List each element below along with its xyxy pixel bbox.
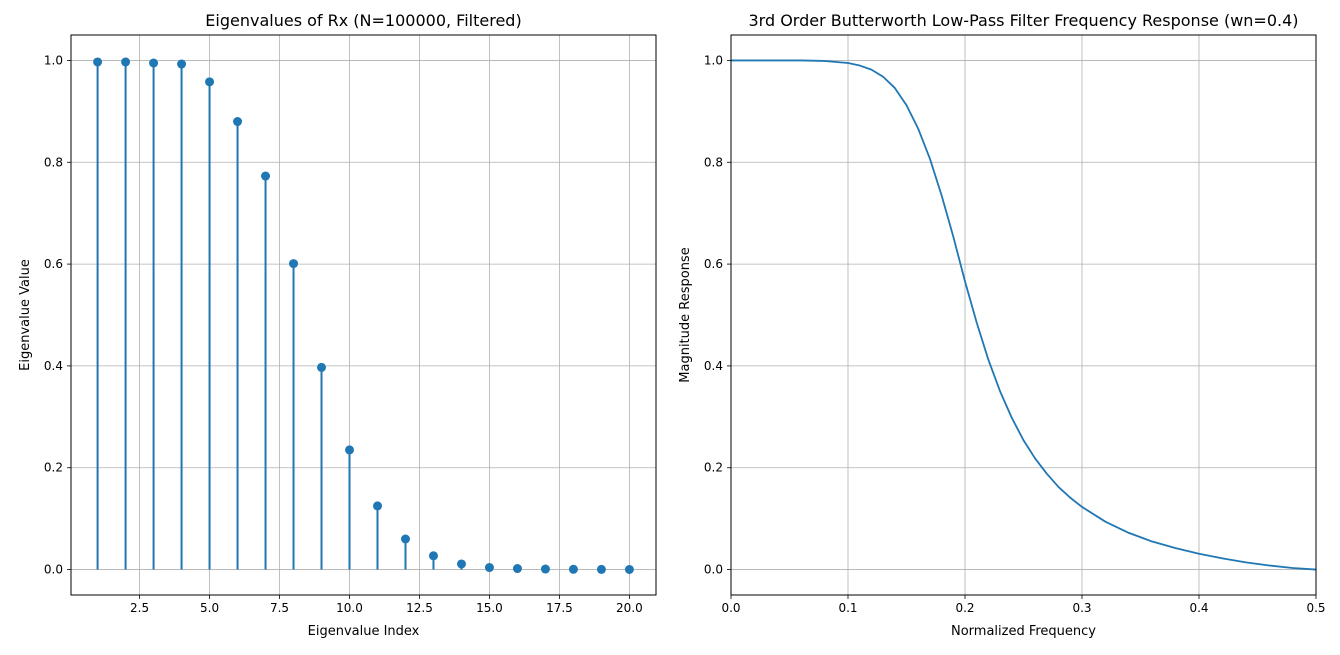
eigenvalue-axes-frame [70,34,657,596]
eigenvalue-y-ticks: 0.0 0.2 0.4 0.6 0.8 1.0 [44,53,71,577]
x-tick-label: 0.4 [1189,601,1208,615]
butterworth-x-axis-label: Normalized Frequency [951,624,1096,639]
stem-marker [93,57,103,67]
stem-marker [261,171,271,181]
y-tick-label: 0.0 [704,563,723,577]
stem-marker [177,59,187,69]
y-tick-label: 0.6 [44,257,63,271]
stem-marker [596,564,606,574]
eigenvalue-chart-title: Eigenvalues of Rx (N=100000, Filtered) [205,11,521,30]
x-tick-label: 12.5 [406,601,433,615]
butterworth-chart-title: 3rd Order Butterworth Low-Pass Filter Fr… [748,11,1298,30]
butterworth-response-chart: 0.0 0.1 0.2 0.3 0.4 0.5 0.0 0.2 0.4 0.6 0.8 1.0 3r… [678,11,1326,639]
butterworth-x-ticks: 0.0 0.1 0.2 0.3 0.4 0.5 [721,595,1326,615]
y-tick-label: 1.0 [44,53,63,67]
eigenvalue-x-ticks: 2.5 5.0 7.5 10.0 12.5 15.0 17.5 20.0 [130,595,643,615]
eigenvalue-x-axis-label: Eigenvalue Index [308,624,420,639]
x-tick-label: 0.5 [1306,601,1325,615]
x-tick-label: 0.3 [1072,601,1091,615]
stem-marker [512,564,522,574]
stem-marker [233,117,243,127]
stem-marker [289,259,299,269]
x-tick-label: 0.0 [721,601,740,615]
y-tick-label: 0.2 [704,461,723,475]
stem-marker [540,564,550,574]
butterworth-axes-frame [730,34,1317,596]
x-tick-label: 10.0 [336,601,363,615]
stem-marker [456,559,466,569]
x-tick-label: 20.0 [616,601,643,615]
response-line [731,59,1317,571]
butterworth-curve [731,59,1317,571]
y-tick-label: 0.6 [704,257,723,271]
y-tick-label: 0.2 [44,461,63,475]
butterworth-y-ticks: 0.0 0.2 0.4 0.6 0.8 1.0 [704,53,731,577]
y-tick-label: 0.4 [44,359,63,373]
x-tick-label: 5.0 [200,601,219,615]
stem-marker [428,551,438,561]
eigenvalue-stem-chart: 2.5 5.0 7.5 10.0 12.5 15.0 17.5 20.0 0.00.20.40… [18,11,657,639]
x-tick-label: 0.2 [955,601,974,615]
stem-marker [317,362,327,372]
y-tick-label: 0.0 [44,563,63,577]
stem-marker [149,58,159,68]
x-tick-label: 15.0 [476,601,503,615]
butterworth-grid [730,35,1317,595]
x-tick-label: 2.5 [130,601,149,615]
y-tick-label: 0.8 [704,155,723,169]
stem-marker [121,57,131,67]
eigenvalue-grid [71,35,656,595]
x-tick-label: 17.5 [546,601,573,615]
x-tick-label: 0.1 [838,601,857,615]
stem-marker [345,445,355,455]
x-tick-label: 7.5 [270,601,289,615]
stem-marker [484,563,494,573]
stem-marker [568,564,578,574]
y-tick-label: 1.0 [704,53,723,67]
stem-marker [400,534,410,544]
eigenvalue-y-axis-label: Eigenvalue Value [18,259,33,371]
stem-marker [624,564,634,574]
y-tick-label: 0.4 [704,359,723,373]
stem-marker [205,77,215,87]
stem-marker [372,501,382,511]
eigenvalue-stems [93,57,634,574]
butterworth-y-axis-label: Magnitude Response [678,247,693,382]
y-tick-label: 0.8 [44,155,63,169]
